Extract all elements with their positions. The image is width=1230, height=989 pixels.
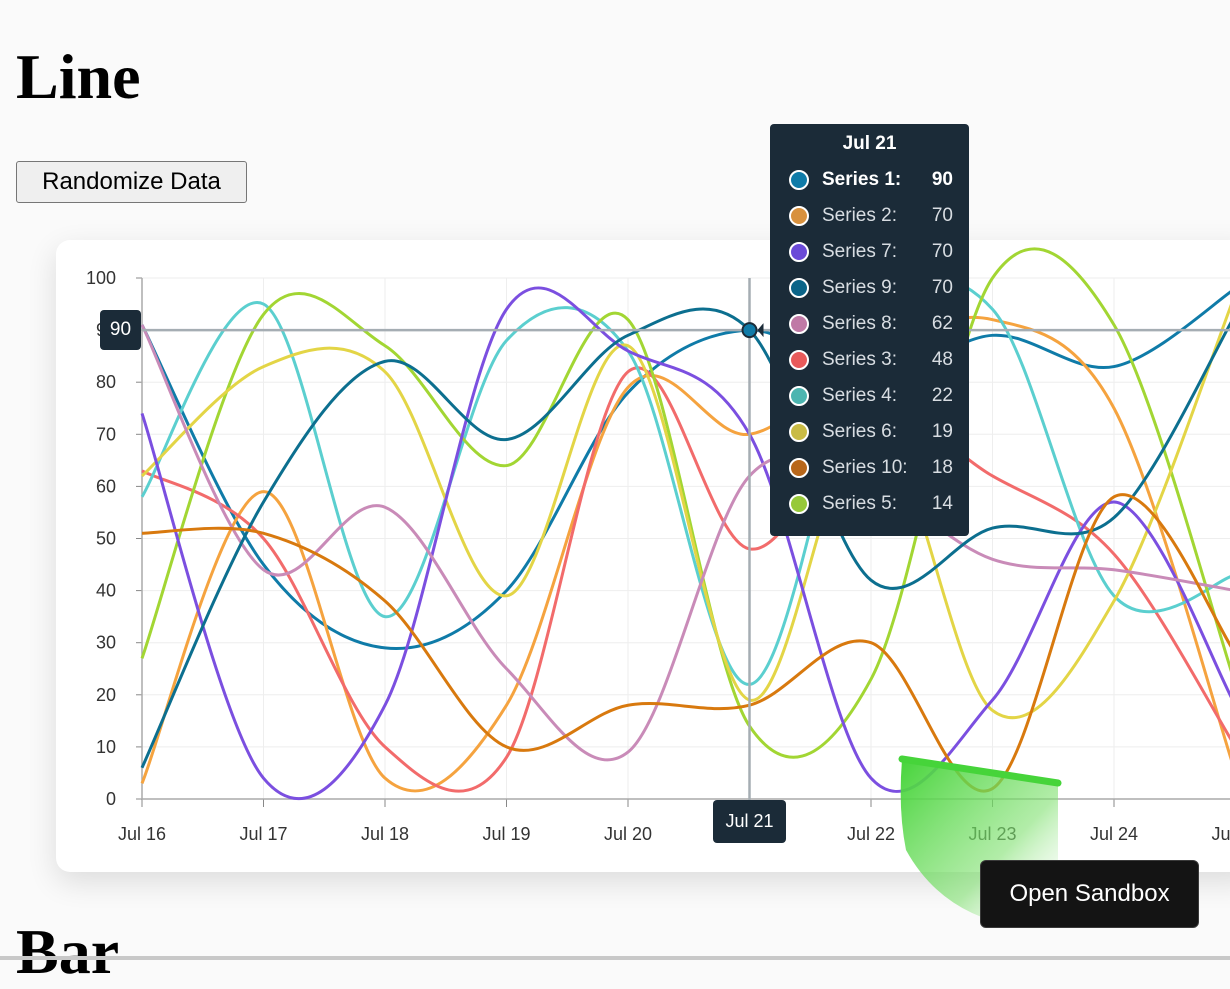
y-tick-label: 100 xyxy=(86,268,116,288)
page-title: Line xyxy=(16,41,141,112)
crosshair-y-label: 90 xyxy=(100,310,141,350)
y-tick-label: 60 xyxy=(96,476,116,496)
tooltip-series-value: 70 xyxy=(931,277,953,298)
randomize-data-button[interactable]: Randomize Data xyxy=(16,161,247,203)
y-tick-label: 40 xyxy=(96,581,116,601)
tooltip-row: Series 9: 70 xyxy=(770,270,969,306)
tooltip-rows: Series 1: 90 Series 2: 70 Series 7: 70 Series … xyxy=(770,162,969,522)
tooltip-row: Series 7: 70 xyxy=(770,234,969,270)
y-tick-label: 20 xyxy=(96,685,116,705)
tooltip-series-value: 19 xyxy=(931,421,953,442)
series-line-5[interactable] xyxy=(140,247,1230,759)
x-tick-label: Jul 25 xyxy=(1211,824,1230,844)
tooltip-series-name: Series 7: xyxy=(822,241,897,262)
x-tick-label: Jul 19 xyxy=(482,824,530,844)
x-tick-label: Jul 17 xyxy=(239,824,287,844)
x-tick-label: Jul 20 xyxy=(604,824,652,844)
series-color-dot xyxy=(789,170,809,190)
x-tick-label: Jul 24 xyxy=(1090,824,1138,844)
series-color-dot xyxy=(789,422,809,442)
line-chart[interactable]: 0 10 20 30 40 50 60 70 80 90 100 Jul 16 Jul 17 Jul 18… xyxy=(56,240,1230,872)
y-tick-label: 10 xyxy=(96,737,116,757)
series-color-dot xyxy=(789,458,809,478)
bar-section-title: Bar xyxy=(16,916,120,987)
tooltip-title: Jul 21 xyxy=(842,133,897,154)
tooltip-series-name: Series 8: xyxy=(822,313,897,334)
tooltip-series-name: Series 4: xyxy=(822,385,897,406)
tooltip-series-value: 90 xyxy=(931,169,953,190)
tooltip-row: Series 2: 70 xyxy=(770,198,969,234)
page-bottom-edge xyxy=(0,956,1230,960)
series-line-4[interactable] xyxy=(140,277,1230,686)
series-line-6[interactable] xyxy=(140,294,1230,719)
tooltip-series-name: Series 3: xyxy=(822,349,897,370)
series-color-dot xyxy=(789,278,809,298)
tooltip-series-value: 48 xyxy=(931,349,953,370)
series-color-dot xyxy=(789,314,809,334)
series-color-dot xyxy=(789,494,809,514)
series-line-7[interactable] xyxy=(140,286,1230,801)
tooltip-row: Series 8: 62 xyxy=(770,306,969,342)
chart-tooltip: Jul 21 Series 1: 90 Series 2: 70 Series 7: 70… xyxy=(770,124,969,536)
x-tick-label: Jul 16 xyxy=(118,824,166,844)
open-sandbox-button[interactable]: Open Sandbox xyxy=(980,860,1199,928)
series-line-2[interactable] xyxy=(140,315,1230,793)
tooltip-row: Series 3: 48 xyxy=(770,342,969,378)
tooltip-series-value: 70 xyxy=(931,205,953,226)
tooltip-series-value: 70 xyxy=(931,241,953,262)
tooltip-row: Series 1: 90 xyxy=(770,162,969,198)
tooltip-series-value: 22 xyxy=(931,385,953,406)
series-line-9[interactable] xyxy=(140,307,1230,769)
tooltip-pointer xyxy=(757,323,764,338)
series-color-dot xyxy=(789,242,809,262)
tooltip-row: Series 6: 19 xyxy=(770,414,969,450)
tooltip-series-name: Series 10: xyxy=(822,457,908,478)
crosshair-x-label: Jul 21 xyxy=(713,800,786,843)
y-tick-label: 0 xyxy=(106,789,116,809)
tooltip-row: Series 5: 14 xyxy=(770,486,969,522)
tooltip-row: Series 10: 18 xyxy=(770,450,969,486)
crosshair xyxy=(142,278,1230,807)
y-tick-label: 80 xyxy=(96,372,116,392)
series-lines xyxy=(140,247,1230,801)
x-tick-label: Jul 18 xyxy=(361,824,409,844)
tooltip-series-value: 62 xyxy=(931,313,953,334)
y-tick-label: 30 xyxy=(96,633,116,653)
tooltip-series-value: 18 xyxy=(931,457,953,478)
line-chart-card: 0 10 20 30 40 50 60 70 80 90 100 Jul 16 Jul 17 Jul 18… xyxy=(56,240,1230,872)
tooltip-series-value: 14 xyxy=(931,493,953,514)
tooltip-series-name: Series 6: xyxy=(822,421,897,442)
tooltip-series-name: Series 5: xyxy=(822,493,897,514)
series-line-3[interactable] xyxy=(141,366,1230,793)
hover-point xyxy=(741,322,758,339)
tooltip-row: Series 4: 22 xyxy=(770,378,969,414)
y-tick-label: 70 xyxy=(96,424,116,444)
series-color-dot xyxy=(789,350,809,370)
grid xyxy=(141,277,1230,800)
x-tick-label: Jul 22 xyxy=(847,824,895,844)
tooltip-series-name: Series 1: xyxy=(822,169,902,190)
series-line-8[interactable] xyxy=(140,324,1230,762)
x-tick-label: Jul 23 xyxy=(968,824,1016,844)
series-color-dot xyxy=(789,206,809,226)
y-tick-label: 50 xyxy=(96,529,116,549)
tooltip-series-name: Series 9: xyxy=(822,277,897,298)
tooltip-series-name: Series 2: xyxy=(822,205,897,226)
series-color-dot xyxy=(789,386,809,406)
